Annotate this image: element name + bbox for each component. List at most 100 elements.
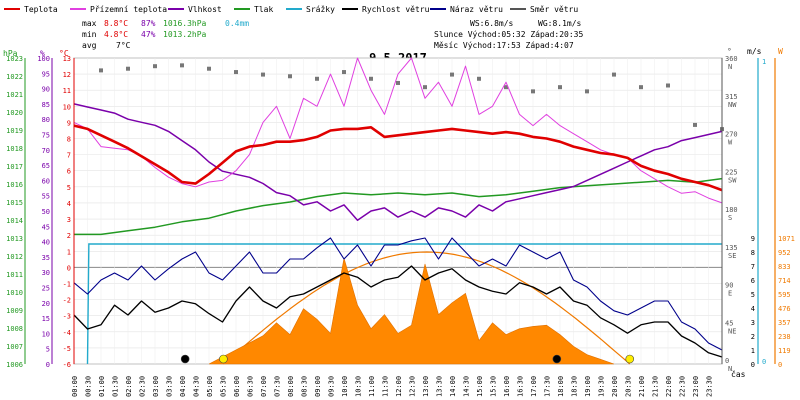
tick-time-01:00: 01:00: [98, 376, 106, 397]
tick-celsius--2: -2: [63, 297, 71, 305]
tick-compass-SW: SW: [728, 176, 737, 184]
wind-dir-point-3: [180, 63, 184, 68]
tick-compass-N: N: [728, 63, 732, 71]
wind-dir-point-16: [531, 89, 535, 94]
tick-time-09:30: 09:30: [328, 376, 336, 397]
tick-watt-595: 595: [778, 291, 791, 299]
series-pressure: [74, 177, 723, 236]
tick-celsius--6: -6: [63, 361, 71, 369]
axis-label-ms: m/s: [747, 47, 762, 56]
tick-deg-225: 225: [725, 168, 738, 176]
tick-deg-315: 315: [725, 93, 738, 101]
tick-hpa-1020: 1020: [6, 109, 23, 117]
sun-curve: [223, 251, 631, 365]
tick-pct-30: 30: [42, 269, 50, 277]
tick-pct-40: 40: [42, 239, 50, 247]
info-ws: WS:6.8m/s: [470, 19, 514, 28]
stat-max-label: max: [82, 19, 97, 28]
tick-time-10:30: 10:30: [355, 376, 363, 397]
wind-dir-point-11: [396, 80, 400, 85]
tick-ms-7: 7: [751, 263, 755, 271]
tick-time-01:30: 01:30: [112, 376, 120, 397]
tick-hpa-1021: 1021: [6, 91, 23, 99]
tick-time-17:00: 17:00: [530, 376, 538, 397]
tick-hpa-1010: 1010: [6, 289, 23, 297]
tick-celsius-1: 1: [67, 248, 71, 256]
tick-time-08:00: 08:00: [287, 376, 295, 397]
tick-time-12:30: 12:30: [409, 376, 417, 397]
info-sun-times: Slunce Východ:05:32 Západ:20:35: [434, 30, 583, 39]
tick-time-05:30: 05:30: [220, 376, 228, 397]
tick-time-02:30: 02:30: [139, 376, 147, 397]
tick-pct-0: 0: [46, 361, 50, 369]
tick-time-07:30: 07:30: [274, 376, 282, 397]
tick-time-06:30: 06:30: [247, 376, 255, 397]
tick-ms-6: 6: [751, 277, 755, 285]
tick-pct-80: 80: [42, 116, 50, 124]
tick-celsius-8: 8: [67, 136, 71, 144]
axis-label-celsius: °C: [59, 49, 69, 58]
tick-celsius-7: 7: [67, 152, 71, 160]
tick-time-20:00: 20:00: [611, 376, 619, 397]
legend-label-wind: Rychlost větru: [362, 5, 430, 14]
tick-watt-357: 357: [778, 319, 791, 327]
tick-rain-1: 1: [762, 58, 766, 66]
tick-time-22:00: 22:00: [665, 376, 673, 397]
tick-watt-833: 833: [778, 263, 791, 271]
axis-label-hpa: hPa: [3, 49, 18, 58]
tick-time-19:30: 19:30: [598, 376, 606, 397]
stat-min-label: min: [82, 30, 97, 39]
stat-max-temp: 8.8°C: [104, 19, 128, 28]
tick-celsius-11: 11: [63, 87, 71, 95]
tick-hpa-1009: 1009: [6, 307, 23, 315]
tick-time-11:30: 11:30: [382, 376, 390, 397]
tick-time-07:00: 07:00: [260, 376, 268, 397]
stat-min-press: 1013.2hPa: [163, 30, 207, 39]
wind-dir-point-2: [153, 64, 157, 69]
tick-celsius-0: 0: [67, 264, 71, 272]
tick-hpa-1007: 1007: [6, 343, 23, 351]
tick-time-18:00: 18:00: [557, 376, 565, 397]
tick-time-12:00: 12:00: [395, 376, 403, 397]
tick-pct-55: 55: [42, 193, 50, 201]
stats-panel: max 8.8°C 87% 1016.3hPa 0.4mm min 4.8°C …: [82, 19, 249, 50]
tick-celsius-10: 10: [63, 103, 71, 111]
tick-celsius-9: 9: [67, 119, 71, 127]
tick-time-18:30: 18:30: [571, 376, 579, 397]
wind-dir-point-20: [639, 85, 643, 90]
tick-time-04:30: 04:30: [193, 376, 201, 397]
tick-compass-NW: NW: [728, 101, 737, 109]
wind-dir-point-13: [450, 72, 454, 77]
tick-hpa-1019: 1019: [6, 127, 23, 135]
wind-sun-info: WS:6.8m/s WG:8.1m/s Slunce Východ:05:32 …: [434, 19, 583, 50]
tick-pct-100: 100: [37, 55, 50, 63]
tick-hpa-1008: 1008: [6, 325, 23, 333]
axis-label-pct: %: [40, 49, 45, 58]
tick-time-11:00: 11:00: [368, 376, 376, 397]
tick-hpa-1014: 1014: [6, 217, 23, 225]
tick-pct-5: 5: [46, 346, 50, 354]
tick-celsius-5: 5: [67, 184, 71, 192]
tick-celsius-2: 2: [67, 232, 71, 240]
tick-celsius-6: 6: [67, 168, 71, 176]
tick-time-16:00: 16:00: [503, 376, 511, 397]
tick-deg-135: 135: [725, 244, 738, 252]
tick-time-16:30: 16:30: [517, 376, 525, 397]
tick-ms-3: 3: [751, 319, 755, 327]
marker-moon-set: [180, 354, 190, 364]
tick-time-09:00: 09:00: [314, 376, 322, 397]
wind-dir-point-8: [315, 76, 319, 81]
tick-pct-75: 75: [42, 132, 50, 140]
tick-ms-1: 1: [751, 347, 755, 355]
tick-celsius--1: -1: [63, 280, 71, 288]
tick-time-04:00: 04:00: [179, 376, 187, 397]
tick-pct-60: 60: [42, 177, 50, 185]
tick-time-22:30: 22:30: [679, 376, 687, 397]
wind-dir-point-14: [477, 76, 481, 81]
tick-hpa-1017: 1017: [6, 163, 23, 171]
axis-label-time: čas: [731, 369, 746, 379]
tick-compass-NE: NE: [728, 327, 736, 335]
tick-pct-10: 10: [42, 330, 50, 338]
tick-watt-952: 952: [778, 249, 791, 257]
